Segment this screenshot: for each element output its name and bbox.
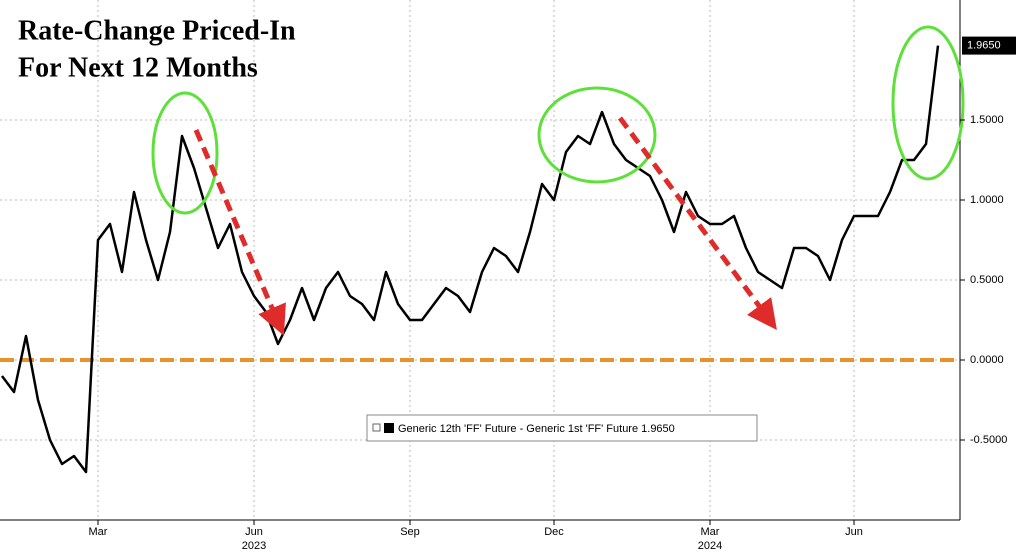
x-tick-label: Jun: [845, 526, 863, 538]
highlight-ellipse: [537, 86, 657, 184]
x-group-label: 2023: [242, 540, 266, 552]
trend-arrow: [193, 129, 286, 336]
last-value-label: 1.9650: [967, 40, 1001, 52]
y-tick-label: -0.5000: [970, 434, 1007, 446]
last-value-box: [962, 36, 1016, 55]
y-tick-label: 0.0000: [970, 354, 1004, 366]
chart-title: Rate-Change Priced-In: [18, 15, 296, 46]
x-tick-label: Mar: [89, 526, 108, 538]
plot: [0, 45, 960, 474]
highlight-ellipse: [891, 25, 965, 181]
x-tick-label: Sep: [400, 526, 420, 538]
y-tick-label: 0.5000: [970, 274, 1004, 286]
x-tick-label: Jun: [245, 526, 263, 538]
x-tick-label: Mar: [701, 526, 720, 538]
highlight-ellipse: [151, 91, 219, 215]
series-line: [1, 45, 940, 474]
legend-toggle: [372, 423, 381, 432]
x-tick-label: Dec: [544, 526, 564, 538]
legend-label: Generic 12th 'FF' Future - Generic 1st '…: [398, 423, 675, 435]
legend-box: [366, 414, 758, 442]
legend-swatch: [384, 423, 394, 433]
y-tick-label: 1.5000: [970, 114, 1004, 126]
y-tick-label: 1.0000: [970, 194, 1004, 206]
x-group-label: 2024: [698, 540, 722, 552]
chart-title: For Next 12 Months: [18, 52, 258, 83]
trend-arrow: [617, 116, 777, 331]
